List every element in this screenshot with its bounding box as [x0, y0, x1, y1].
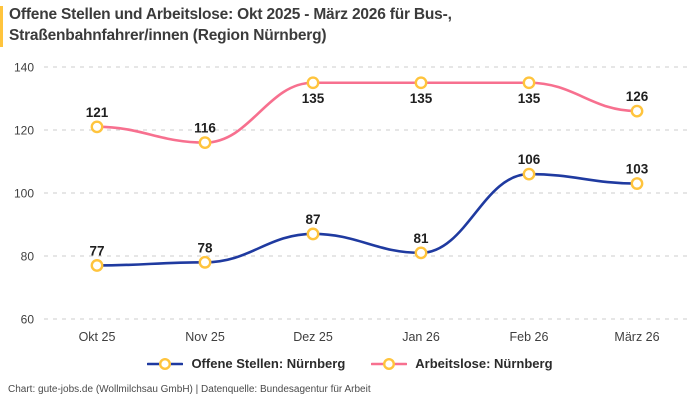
- data-label: 135: [410, 91, 433, 106]
- data-label: 87: [305, 212, 320, 227]
- chart-title: Offene Stellen und Arbeitslose: Okt 2025…: [9, 6, 452, 44]
- legend-circle: [159, 357, 172, 370]
- data-point-marker[interactable]: [198, 136, 212, 150]
- data-point-marker[interactable]: [414, 76, 428, 90]
- accent-bar: [0, 6, 3, 47]
- legend-item[interactable]: Offene Stellen: Nürnberg: [147, 356, 345, 371]
- data-label: 135: [302, 91, 325, 106]
- series-line: [95, 172, 639, 267]
- data-point-marker[interactable]: [414, 246, 428, 260]
- legend-item[interactable]: Arbeitslose: Nürnberg: [371, 356, 553, 371]
- data-label: 103: [626, 162, 649, 177]
- x-axis-tick-label: Okt 25: [79, 330, 116, 344]
- x-axis-tick-label: Jan 26: [402, 330, 440, 344]
- data-point-marker[interactable]: [306, 76, 320, 90]
- legend-marker-icon: [371, 357, 408, 370]
- data-point-marker[interactable]: [630, 177, 644, 190]
- data-point-marker[interactable]: [90, 120, 104, 134]
- x-axis-tick-label: Nov 25: [185, 330, 225, 344]
- y-axis-tick-label: 140: [14, 61, 34, 75]
- data-label: 81: [413, 231, 429, 246]
- data-label: 106: [518, 152, 541, 167]
- legend-marker-icon: [147, 357, 184, 370]
- chart-source-caption: Chart: gute-jobs.de (Wollmilchsau GmbH) …: [8, 384, 371, 395]
- data-point-marker[interactable]: [198, 255, 212, 269]
- legend-circle: [383, 357, 396, 370]
- data-point-marker[interactable]: [522, 76, 536, 90]
- y-axis-tick-label: 100: [14, 187, 34, 201]
- data-label: 121: [86, 105, 109, 120]
- data-point-marker[interactable]: [522, 167, 536, 181]
- x-axis-tick-label: Feb 26: [510, 330, 549, 344]
- data-label: 77: [89, 243, 104, 258]
- data-point-marker[interactable]: [90, 259, 104, 272]
- data-point-marker[interactable]: [306, 227, 320, 241]
- data-label: 126: [626, 89, 649, 104]
- legend-label: Offene Stellen: Nürnberg: [191, 356, 346, 371]
- series-line: [95, 81, 639, 144]
- legend-label: Arbeitslose: Nürnberg: [415, 356, 553, 371]
- y-axis-tick-label: 120: [14, 124, 34, 138]
- x-axis-tick-label: Dez 25: [293, 330, 333, 344]
- data-label: 78: [197, 240, 213, 255]
- data-point-marker[interactable]: [630, 104, 644, 118]
- data-label: 135: [518, 91, 541, 106]
- data-label: 116: [194, 121, 216, 136]
- y-axis-tick-label: 60: [21, 313, 35, 327]
- x-axis-tick-label: März 26: [614, 330, 659, 344]
- legend: Offene Stellen: Nürnberg Arbeitslose: Nür…: [0, 356, 700, 371]
- y-axis-tick-label: 80: [21, 250, 35, 264]
- line-chart: 60 80 100 120 140 Okt 25 Nov 25 Dez 25 Jan 26 Feb…: [14, 61, 690, 344]
